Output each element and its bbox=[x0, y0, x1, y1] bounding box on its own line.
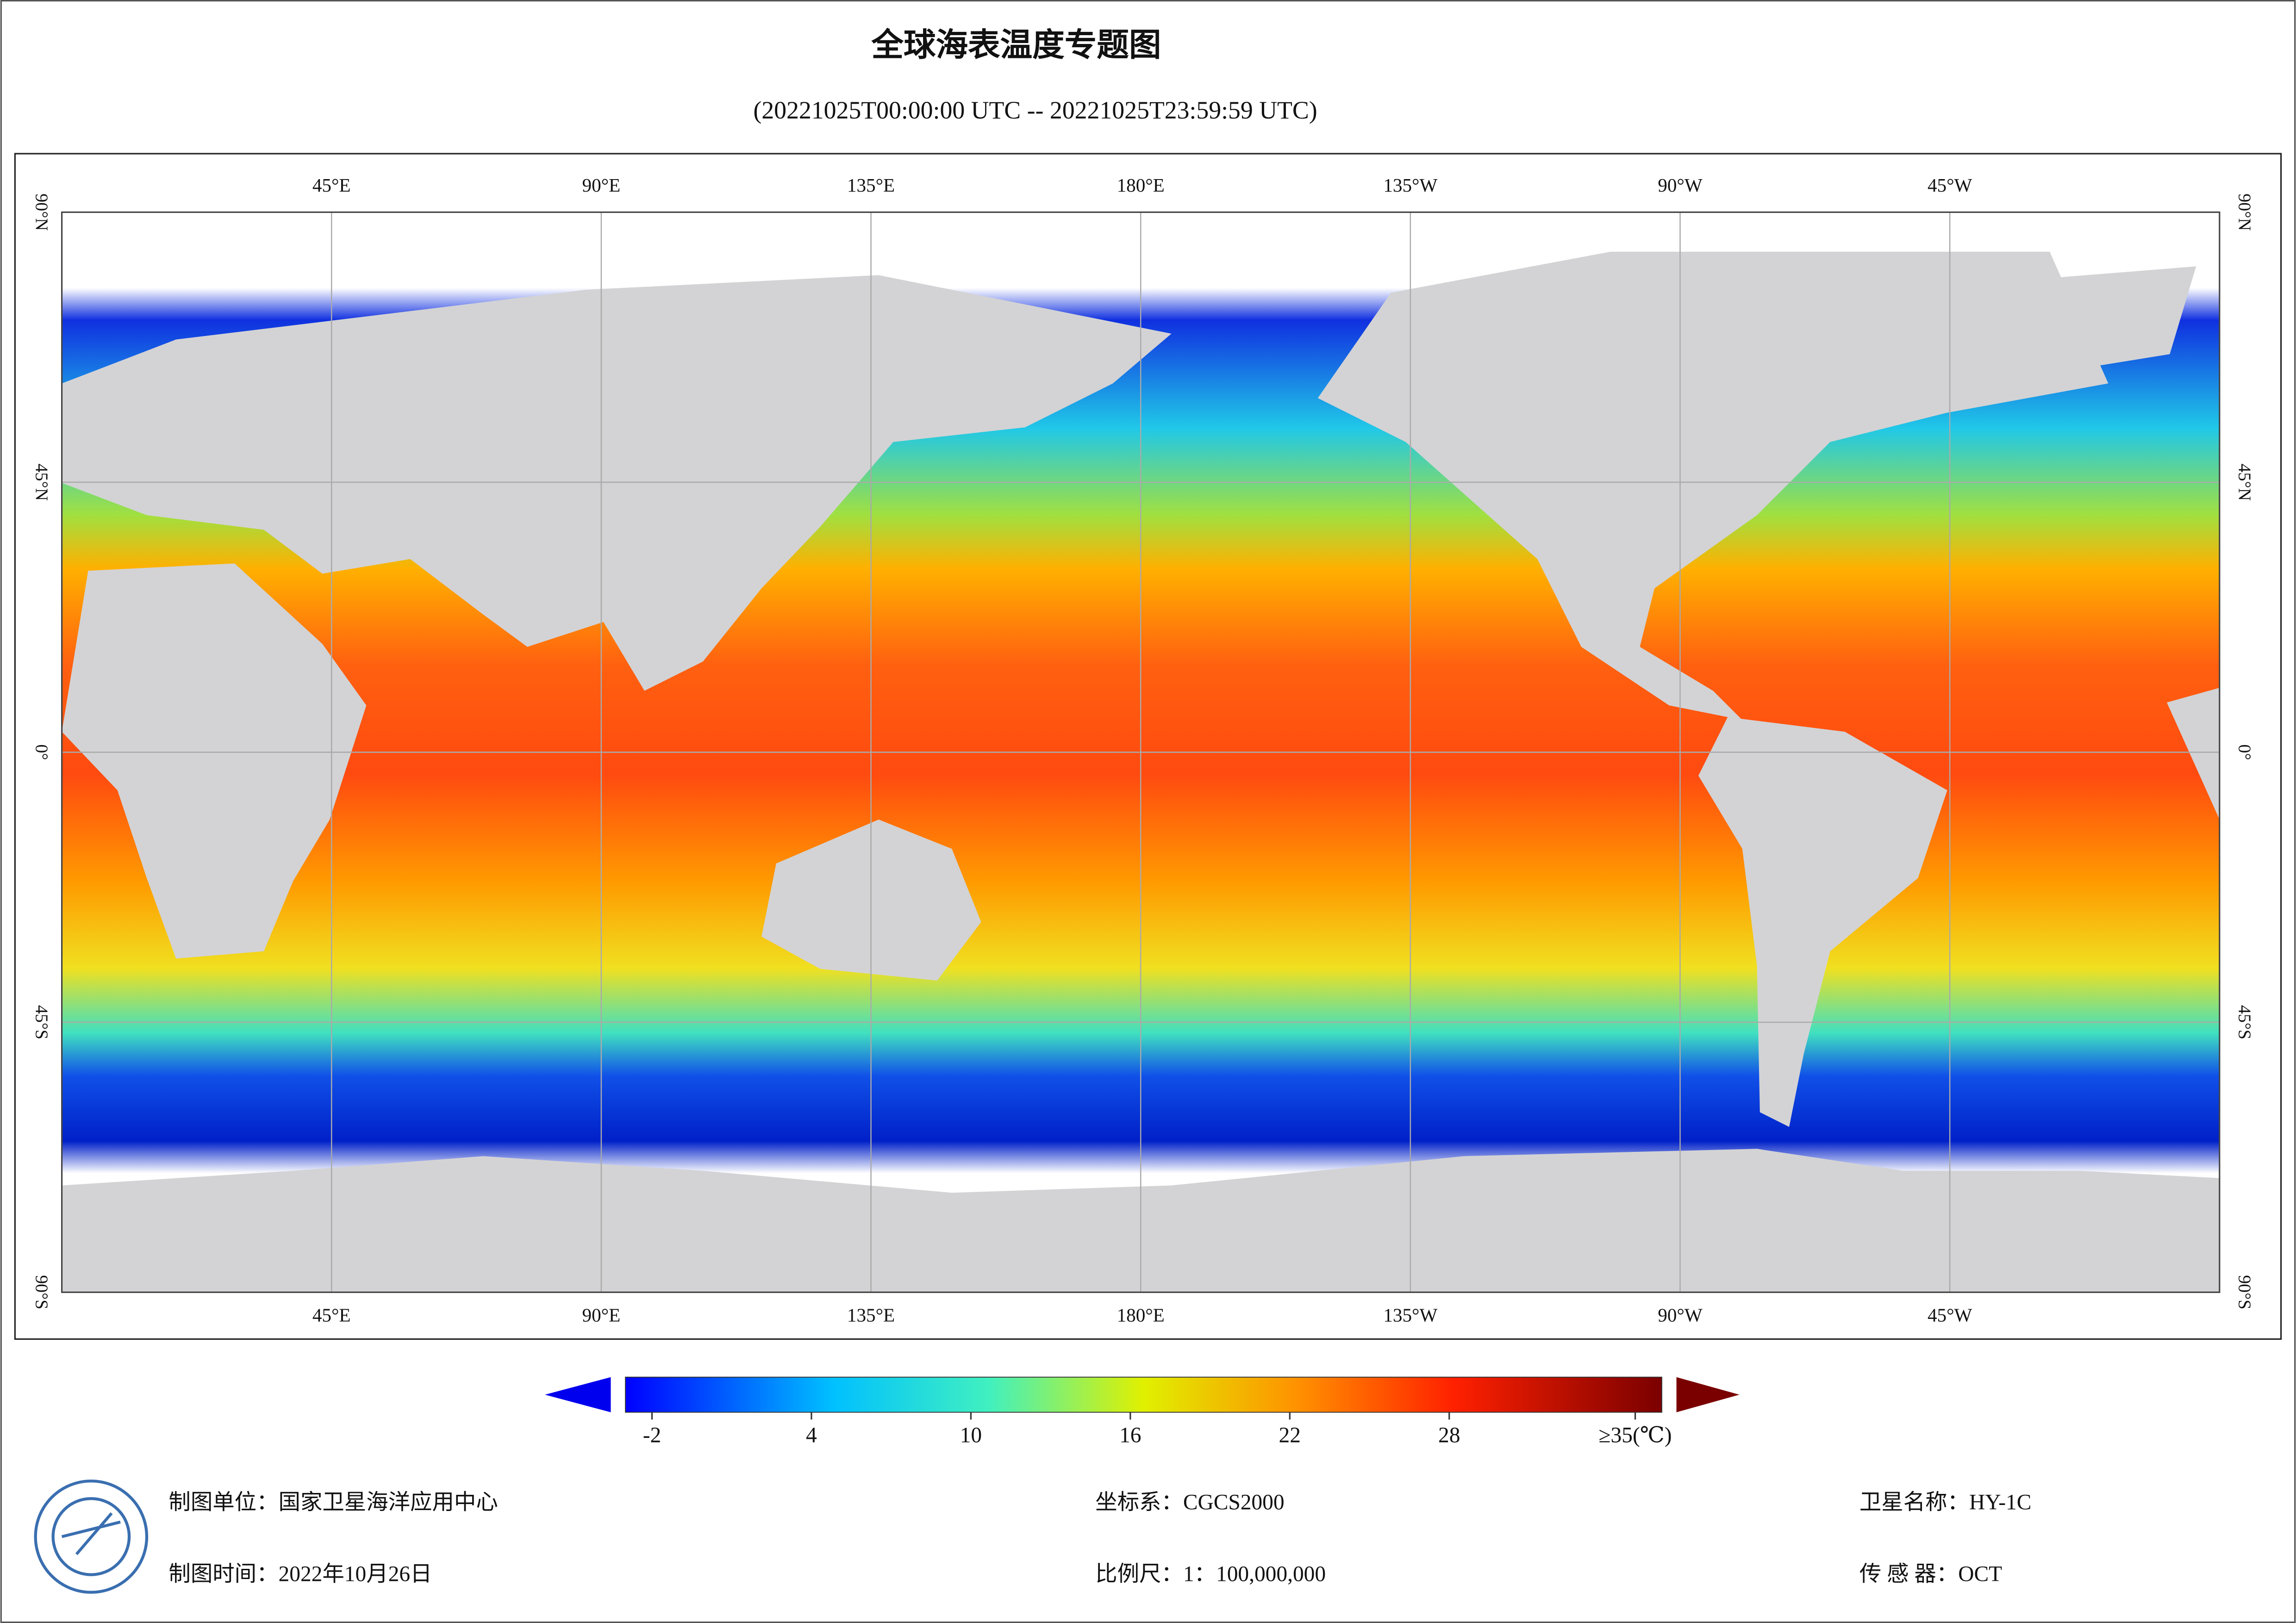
lat-label: 90°N bbox=[31, 193, 51, 231]
lat-label: 45°S bbox=[2235, 1005, 2254, 1039]
footer-sensor: 传 感 器：OCT bbox=[1859, 1562, 2002, 1586]
lon-label: 135°W bbox=[1383, 1305, 1437, 1326]
lon-label: 45°W bbox=[1928, 174, 1972, 196]
map-border bbox=[61, 211, 2221, 1293]
colorbar-under bbox=[545, 1377, 611, 1412]
lon-label: 90°E bbox=[582, 174, 621, 196]
lat-label: 0° bbox=[2235, 744, 2254, 760]
colorbar-label: 16 bbox=[1119, 1423, 1141, 1447]
lat-label: 45°N bbox=[31, 464, 51, 501]
colorbar-label: 28 bbox=[1438, 1423, 1460, 1447]
map-frame bbox=[14, 153, 2282, 1340]
lat-label: 90°S bbox=[2235, 1275, 2254, 1309]
footer-crs: 坐标系：CGCS2000 bbox=[1095, 1491, 1284, 1515]
subtitle: (20221025T00:00:00 UTC -- 20221025T23:59… bbox=[753, 96, 1317, 124]
colorbar-label: 10 bbox=[960, 1423, 982, 1447]
colorbar-label: 22 bbox=[1279, 1423, 1301, 1447]
lat-label: 45°N bbox=[2235, 464, 2254, 501]
lon-label: 135°W bbox=[1383, 174, 1437, 196]
footer-unit: 制图单位：国家卫星海洋应用中心 bbox=[168, 1491, 498, 1515]
lon-label: 90°E bbox=[582, 1305, 621, 1326]
footer-scale: 比例尺：1：100,000,000 bbox=[1095, 1562, 1326, 1586]
colorbar-label: -2 bbox=[643, 1423, 661, 1447]
lat-label: 45°S bbox=[31, 1005, 51, 1039]
lon-label: 45°E bbox=[312, 1305, 351, 1326]
lon-label: 90°W bbox=[1658, 174, 1703, 196]
lon-label: 135°E bbox=[847, 174, 895, 196]
lon-label: 180°E bbox=[1117, 1305, 1165, 1326]
lon-label: 90°W bbox=[1658, 1305, 1703, 1326]
lat-label: 0° bbox=[31, 744, 51, 760]
title: 全球海表温度专题图 bbox=[871, 27, 1161, 63]
lon-label: 135°E bbox=[847, 1305, 895, 1326]
lat-label: 90°N bbox=[2235, 193, 2254, 231]
lat-label: 90°S bbox=[31, 1275, 51, 1309]
colorbar-over bbox=[1676, 1377, 1740, 1412]
footer-date: 制图时间：2022年10月26日 bbox=[168, 1562, 432, 1586]
footer-satellite: 卫星名称：HY-1C bbox=[1859, 1491, 2031, 1515]
colorbar-label: ≥35(℃) bbox=[1599, 1423, 1672, 1447]
colorbar-label: 4 bbox=[806, 1423, 817, 1447]
lon-label: 180°E bbox=[1117, 174, 1165, 196]
lon-label: 45°W bbox=[1928, 1305, 1972, 1326]
logo bbox=[34, 1480, 149, 1594]
lon-label: 45°E bbox=[312, 174, 351, 196]
colorbar bbox=[625, 1376, 1662, 1413]
